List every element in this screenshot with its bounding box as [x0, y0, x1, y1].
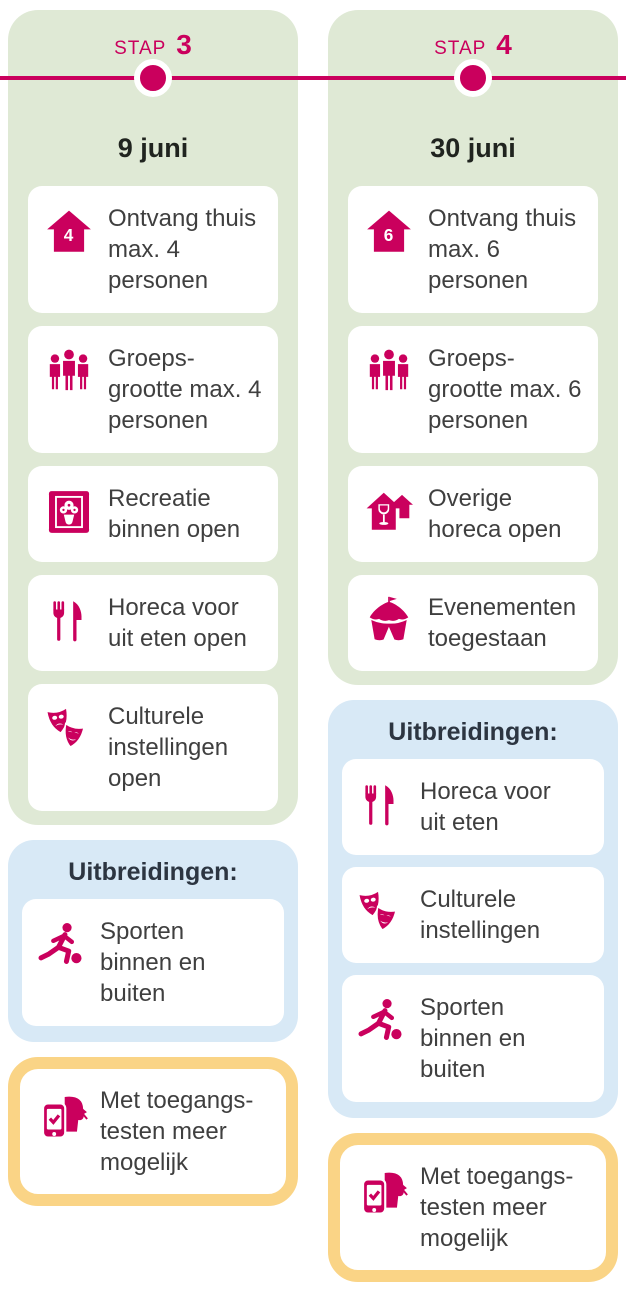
step-3-column: STAP 3 9 juni 4 Ontvang thuis max. 4 per… — [8, 10, 298, 1206]
step-4-panel: STAP 4 30 juni 6 Ontvang thuis max. 6 pe… — [328, 10, 618, 685]
picture-frame-icon — [44, 487, 94, 537]
measure-label: Ontvang thuis max. 6 personen — [428, 205, 577, 294]
group-size-icon — [44, 347, 94, 397]
measure-card: 6 Ontvang thuis max. 6 personen — [348, 186, 598, 313]
theater-masks-icon — [356, 888, 406, 938]
measure-label: Groeps-grootte max. 4 personen — [108, 345, 262, 434]
toegangstest-label: Met toegangs-testen meer mogelijk — [100, 1087, 254, 1176]
timeline-dot — [134, 59, 172, 97]
group-size-icon — [364, 347, 414, 397]
step-3-panel: STAP 3 9 juni 4 Ontvang thuis max. 4 per… — [8, 10, 298, 825]
measure-label: Sporten binnen en buiten — [100, 918, 206, 1007]
step-3-header: STAP 3 — [8, 10, 298, 62]
sports-runner-icon — [36, 920, 86, 970]
timeline-dot — [454, 59, 492, 97]
measure-label: Ontvang thuis max. 4 personen — [108, 205, 257, 294]
measure-card: Horeca voor uit eten open — [28, 575, 278, 671]
measure-label: Evenementen toegestaan — [428, 594, 577, 652]
measure-card: Culturele instellingen open — [28, 684, 278, 811]
step-4-uitbreidingen-panel: Uitbreidingen: Horeca voor uit eten Cult… — [328, 700, 618, 1118]
step-3-date: 9 juni — [117, 133, 189, 163]
theater-masks-icon — [44, 705, 94, 755]
access-test-icon — [356, 1167, 408, 1219]
cutlery-icon — [356, 780, 406, 830]
step-number: 3 — [176, 29, 192, 60]
step-4-column: STAP 4 30 juni 6 Ontvang thuis max. 6 pe… — [328, 10, 618, 1282]
step-3-measures: 4 Ontvang thuis max. 4 personen Groeps-g… — [8, 186, 298, 825]
measure-card: 4 Ontvang thuis max. 4 personen — [28, 186, 278, 313]
home-visit-icon: 6 — [364, 207, 414, 257]
home-visit-icon: 4 — [44, 207, 94, 257]
measure-label: Horeca voor uit eten open — [108, 594, 247, 652]
measure-label: Overige horeca open — [428, 485, 562, 543]
svg-text:6: 6 — [384, 225, 394, 245]
measure-label: Horeca voor uit eten — [420, 778, 551, 836]
step-number: 4 — [496, 29, 512, 60]
measure-card: Horeca voor uit eten — [342, 759, 604, 855]
step-4-toegangstest-card: Met toegangs-testen meer mogelijk — [328, 1133, 618, 1282]
timeline-line — [0, 76, 626, 80]
measure-label: Culturele instellingen open — [108, 703, 229, 792]
measure-label: Sporten binnen en buiten — [420, 994, 526, 1083]
step-4-measures: 6 Ontvang thuis max. 6 personen Groeps-g… — [328, 186, 618, 685]
measure-card: Recreatie binnen open — [28, 466, 278, 562]
measure-card: Groeps-grootte max. 4 personen — [28, 326, 278, 453]
toegangstest-label: Met toegangs-testen meer mogelijk — [420, 1163, 574, 1252]
cutlery-icon — [44, 596, 94, 646]
step-label: STAP — [114, 38, 166, 59]
measure-card: Sporten binnen en buiten — [22, 899, 284, 1026]
uitbreidingen-title: Uitbreidingen: — [68, 858, 238, 886]
measure-card: Groeps-grootte max. 6 personen — [348, 326, 598, 453]
step-3-uitbreidingen-panel: Uitbreidingen: Sporten binnen en buiten — [8, 840, 298, 1042]
measure-card: Sporten binnen en buiten — [342, 975, 604, 1102]
measure-label: Culturele instellingen — [420, 886, 541, 944]
uitbreidingen-title: Uitbreidingen: — [388, 718, 558, 746]
step-4-date: 30 juni — [430, 133, 516, 163]
step-3-toegangstest-card: Met toegangs-testen meer mogelijk — [8, 1057, 298, 1206]
measure-card: Overige horeca open — [348, 466, 598, 562]
sports-runner-icon — [356, 996, 406, 1046]
horeca-house-icon — [364, 487, 414, 537]
event-tent-icon — [364, 596, 414, 646]
step-4-header: STAP 4 — [328, 10, 618, 62]
measure-label: Groeps-grootte max. 6 personen — [428, 345, 582, 434]
measure-label: Recreatie binnen open — [108, 485, 241, 543]
access-test-icon — [36, 1091, 88, 1143]
measure-card: Culturele instellingen — [342, 867, 604, 963]
step-label: STAP — [434, 38, 486, 59]
svg-text:4: 4 — [64, 225, 74, 245]
measure-card: Evenementen toegestaan — [348, 575, 598, 671]
